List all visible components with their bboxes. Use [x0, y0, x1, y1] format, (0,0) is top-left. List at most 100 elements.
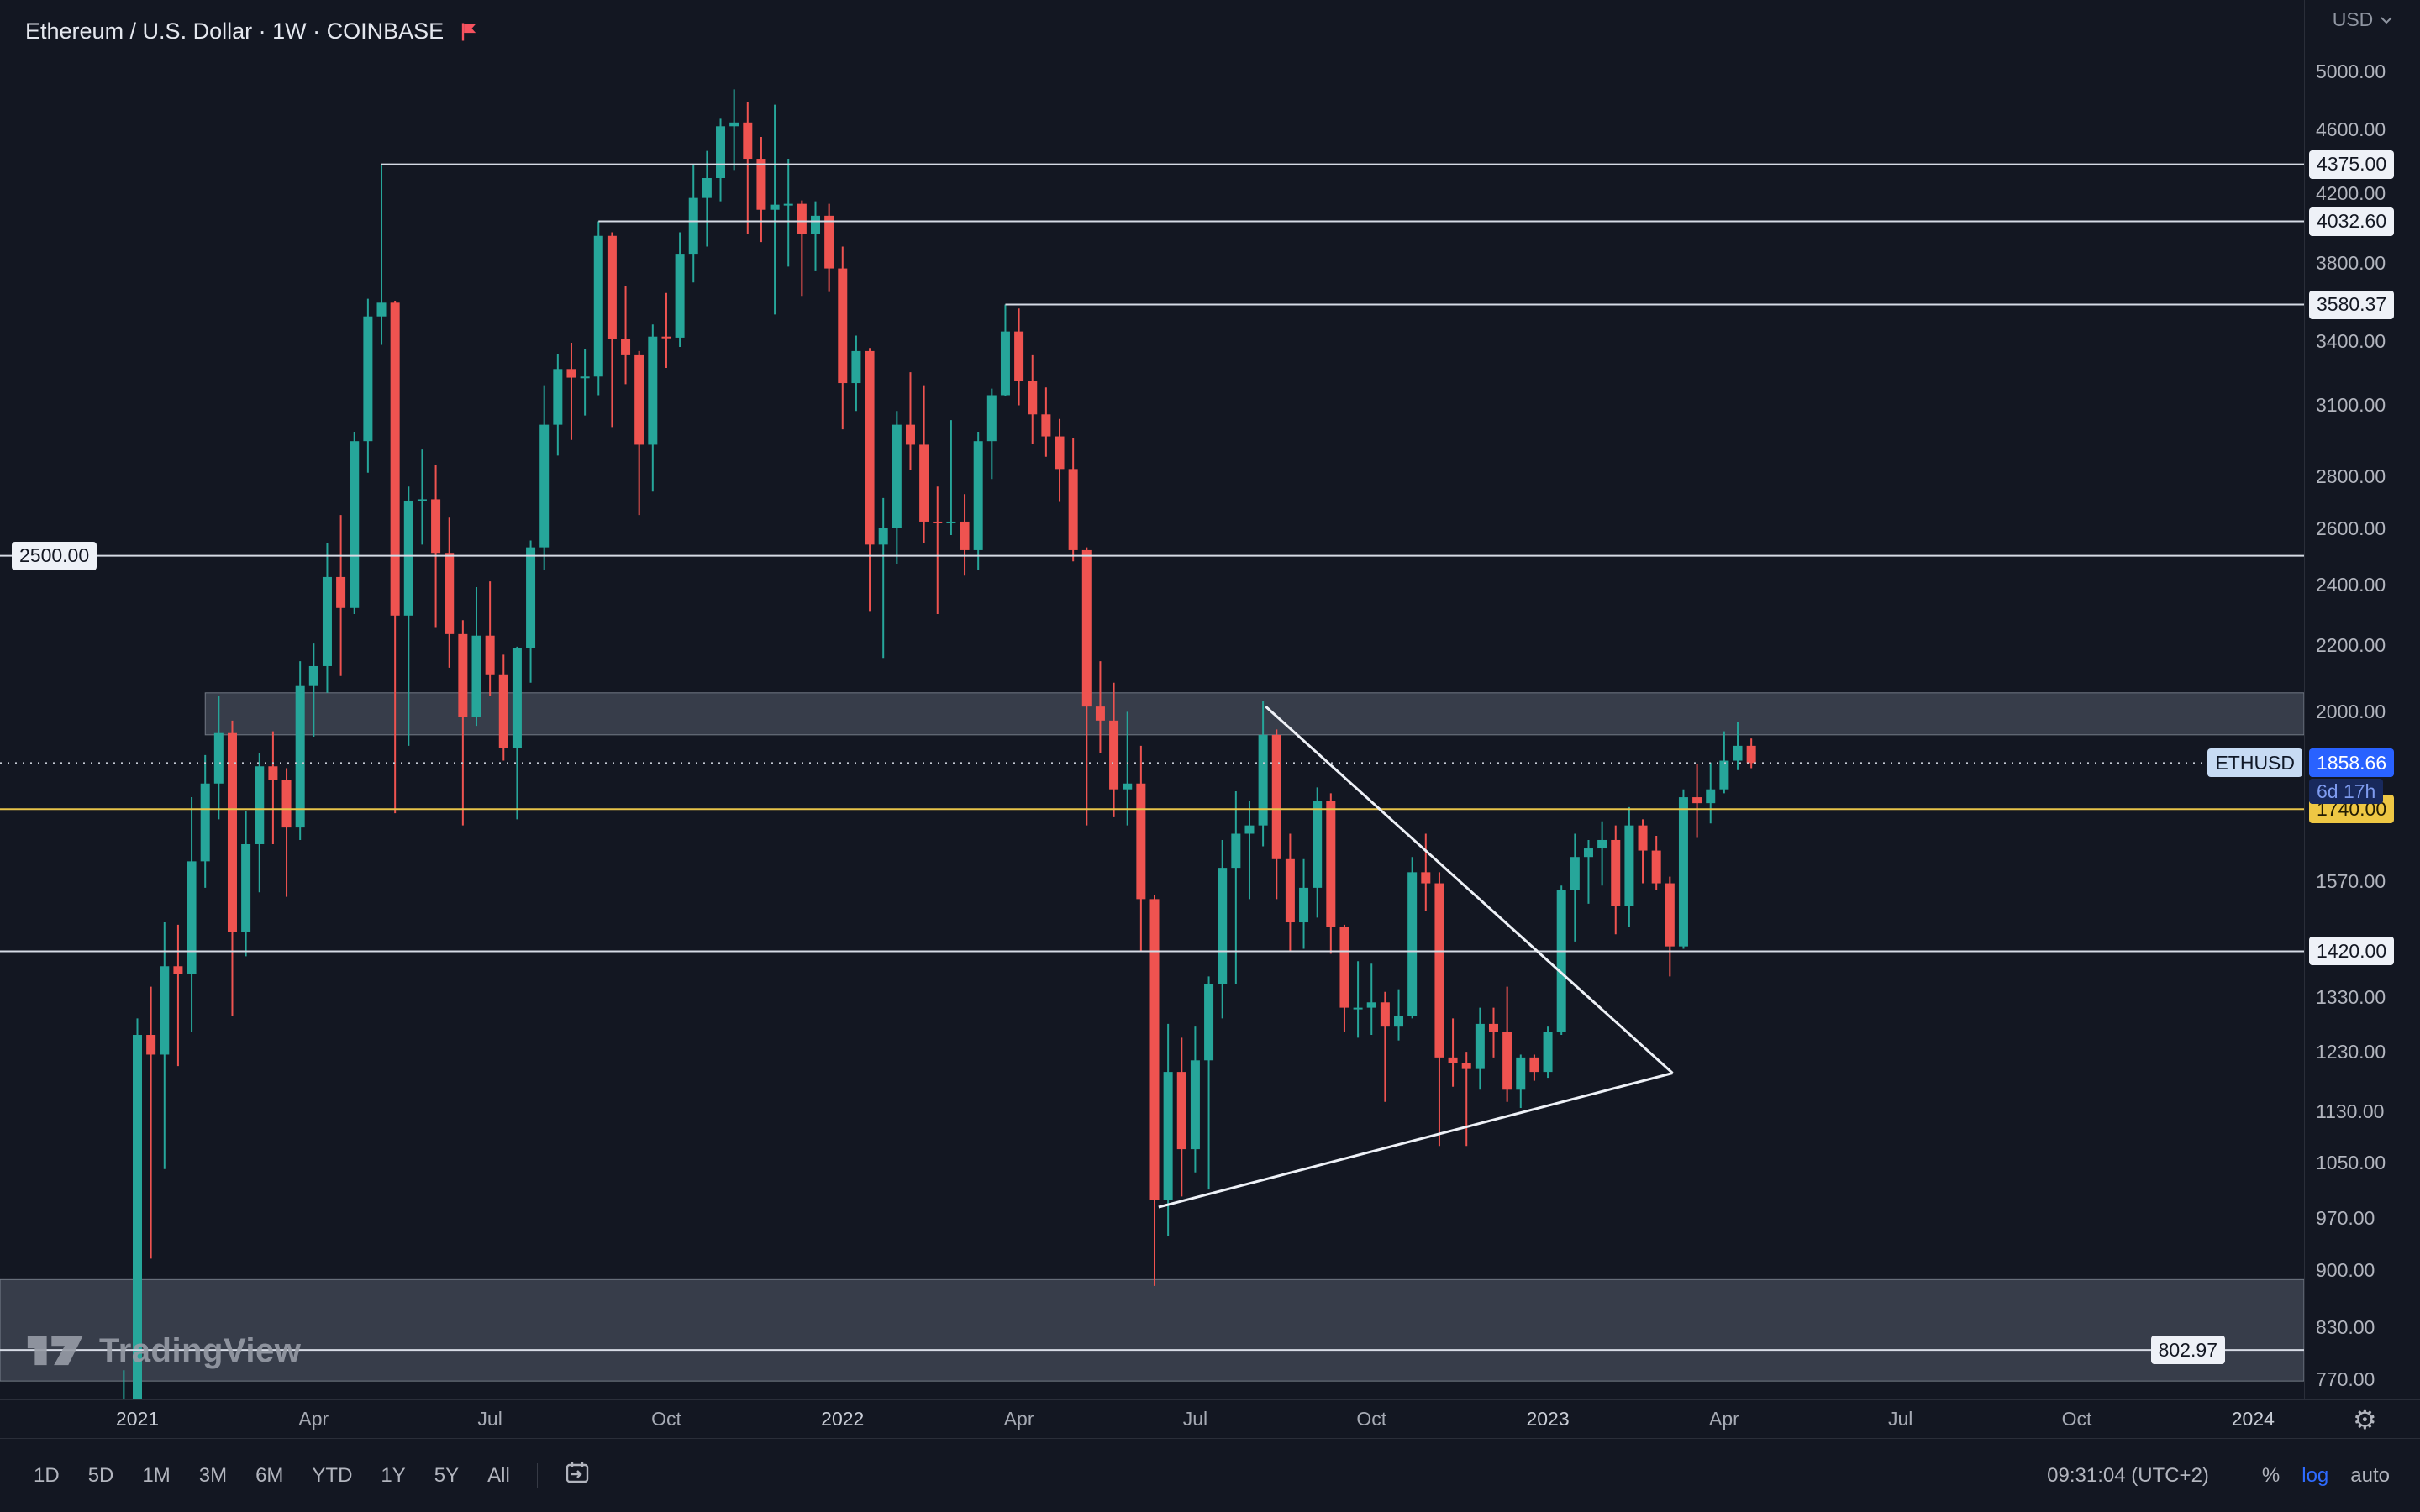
candle: [322, 543, 332, 693]
candle: [458, 620, 468, 826]
candle: [160, 922, 170, 1169]
price-tick-label: 830.00: [2316, 1315, 2375, 1338]
price-tick-label: 3800.00: [2316, 251, 2386, 274]
candle: [716, 118, 726, 202]
price-tick-label: 2000.00: [2316, 701, 2386, 723]
candle: [1299, 858, 1309, 949]
candle: [295, 661, 305, 840]
range-button-5d[interactable]: 5D: [76, 1457, 126, 1494]
candle: [526, 540, 536, 683]
candle: [1556, 885, 1566, 1036]
settings-gear-icon[interactable]: ⚙: [2353, 1404, 2377, 1435]
time-axis-label: Oct: [651, 1408, 681, 1430]
candle: [986, 388, 997, 480]
candle: [1176, 1037, 1186, 1197]
scale-button-log[interactable]: log: [2293, 1457, 2337, 1494]
range-button-6m[interactable]: 6M: [244, 1457, 295, 1494]
price-tick-label: 900.00: [2316, 1259, 2375, 1282]
candle: [1204, 976, 1214, 1190]
candle: [1475, 1007, 1485, 1090]
candle: [1611, 825, 1621, 935]
range-button-ytd[interactable]: YTD: [300, 1457, 364, 1494]
candle: [1502, 986, 1512, 1102]
candle: [1529, 1054, 1539, 1081]
candle: [512, 646, 522, 820]
candle: [1434, 872, 1444, 1147]
range-button-1y[interactable]: 1Y: [369, 1457, 417, 1494]
go-to-date-button[interactable]: [553, 1453, 602, 1498]
candle: [824, 203, 834, 292]
trendline[interactable]: [1265, 706, 1674, 1074]
price-zone[interactable]: [204, 692, 2304, 736]
bottom-toolbar: 1D 5D 1M 3M 6M YTD 1Y 5Y All 09:31:04 (UTC+2) % l…: [0, 1438, 2420, 1512]
price-tick-label: 5000.00: [2316, 60, 2386, 82]
candle: [1665, 876, 1675, 977]
candle: [865, 348, 875, 612]
candle: [621, 286, 631, 385]
time-axis-label: 2023: [1526, 1408, 1570, 1430]
price-tick-label: 2200.00: [2316, 634, 2386, 656]
candle: [498, 654, 508, 761]
bar-countdown-badge: 6d 17h: [2309, 779, 2384, 805]
candle: [1489, 1007, 1498, 1058]
price-axis[interactable]: USD 5000.00 4600.00 4200.00 3800.00 3400.00 3…: [2304, 0, 2420, 1399]
candle: [797, 200, 807, 297]
symbol-legend[interactable]: Ethereum / U.S. Dollar · 1W · COINBASE: [25, 18, 481, 45]
session-clock[interactable]: 09:31:04 (UTC+2): [2042, 1463, 2214, 1488]
candle: [1339, 924, 1349, 1032]
candle: [133, 1018, 142, 1399]
range-button-5y[interactable]: 5Y: [423, 1457, 471, 1494]
price-tick-label: 770.00: [2316, 1368, 2375, 1391]
candle: [838, 246, 848, 430]
scale-button-auto[interactable]: auto: [2342, 1457, 2398, 1494]
currency-selector[interactable]: USD: [2305, 8, 2420, 31]
candle: [648, 324, 658, 492]
range-group: 1D 5D 1M 3M 6M YTD 1Y 5Y All: [22, 1453, 602, 1498]
candle: [1448, 1018, 1458, 1087]
candle: [770, 104, 780, 315]
candle: [783, 159, 793, 267]
candle: [1394, 989, 1404, 1041]
candle: [702, 150, 712, 247]
range-button-3m[interactable]: 3M: [187, 1457, 239, 1494]
candle: [1461, 1052, 1471, 1147]
range-button-1d[interactable]: 1D: [22, 1457, 71, 1494]
candle: [1123, 711, 1133, 826]
tradingview-logo[interactable]: TradingView: [25, 1329, 301, 1373]
candle: [308, 643, 318, 738]
candle: [905, 372, 915, 470]
price-level-badge: 1420.00: [2309, 937, 2395, 966]
candle: [1136, 745, 1146, 952]
candle: [973, 431, 983, 570]
candle: [946, 420, 956, 535]
candle: [933, 486, 943, 614]
tradingview-logo-icon: [27, 1336, 83, 1366]
symbol-price-tag: ETHUSD: [2207, 748, 2302, 778]
candle: [1651, 835, 1661, 890]
range-button-1m[interactable]: 1M: [130, 1457, 182, 1494]
chart-pane[interactable]: 2500.00 802.97 ETHUSD Ethereum / U.S. Doll…: [0, 0, 2304, 1399]
time-axis-label: 2024: [2231, 1408, 2275, 1430]
candle: [1421, 833, 1431, 911]
price-tick-label: 1230.00: [2316, 1041, 2386, 1063]
symbol-title[interactable]: Ethereum / U.S. Dollar · 1W · COINBASE: [25, 18, 445, 44]
candle: [729, 89, 739, 171]
trendline[interactable]: [1158, 1072, 1673, 1209]
candle: [1746, 738, 1756, 769]
candle: [1543, 1026, 1553, 1079]
time-axis-label: Apr: [298, 1408, 329, 1430]
price-zone[interactable]: [0, 1278, 2304, 1382]
candle: [281, 768, 292, 897]
candle: [892, 411, 902, 564]
time-axis[interactable]: 2021 Apr Jul Oct 2022 Apr Jul Oct 2023 Apr Jul Oct 2…: [0, 1399, 2420, 1439]
range-button-all[interactable]: All: [476, 1457, 522, 1494]
candle: [1624, 806, 1634, 927]
price-tick-label: 2400.00: [2316, 573, 2386, 596]
candle: [580, 349, 590, 416]
flag-icon[interactable]: [457, 20, 481, 44]
candle: [146, 986, 156, 1259]
candle: [1719, 731, 1729, 794]
scale-button-%[interactable]: %: [2254, 1457, 2288, 1494]
price-chart[interactable]: [0, 0, 2304, 1399]
candle: [268, 731, 278, 844]
